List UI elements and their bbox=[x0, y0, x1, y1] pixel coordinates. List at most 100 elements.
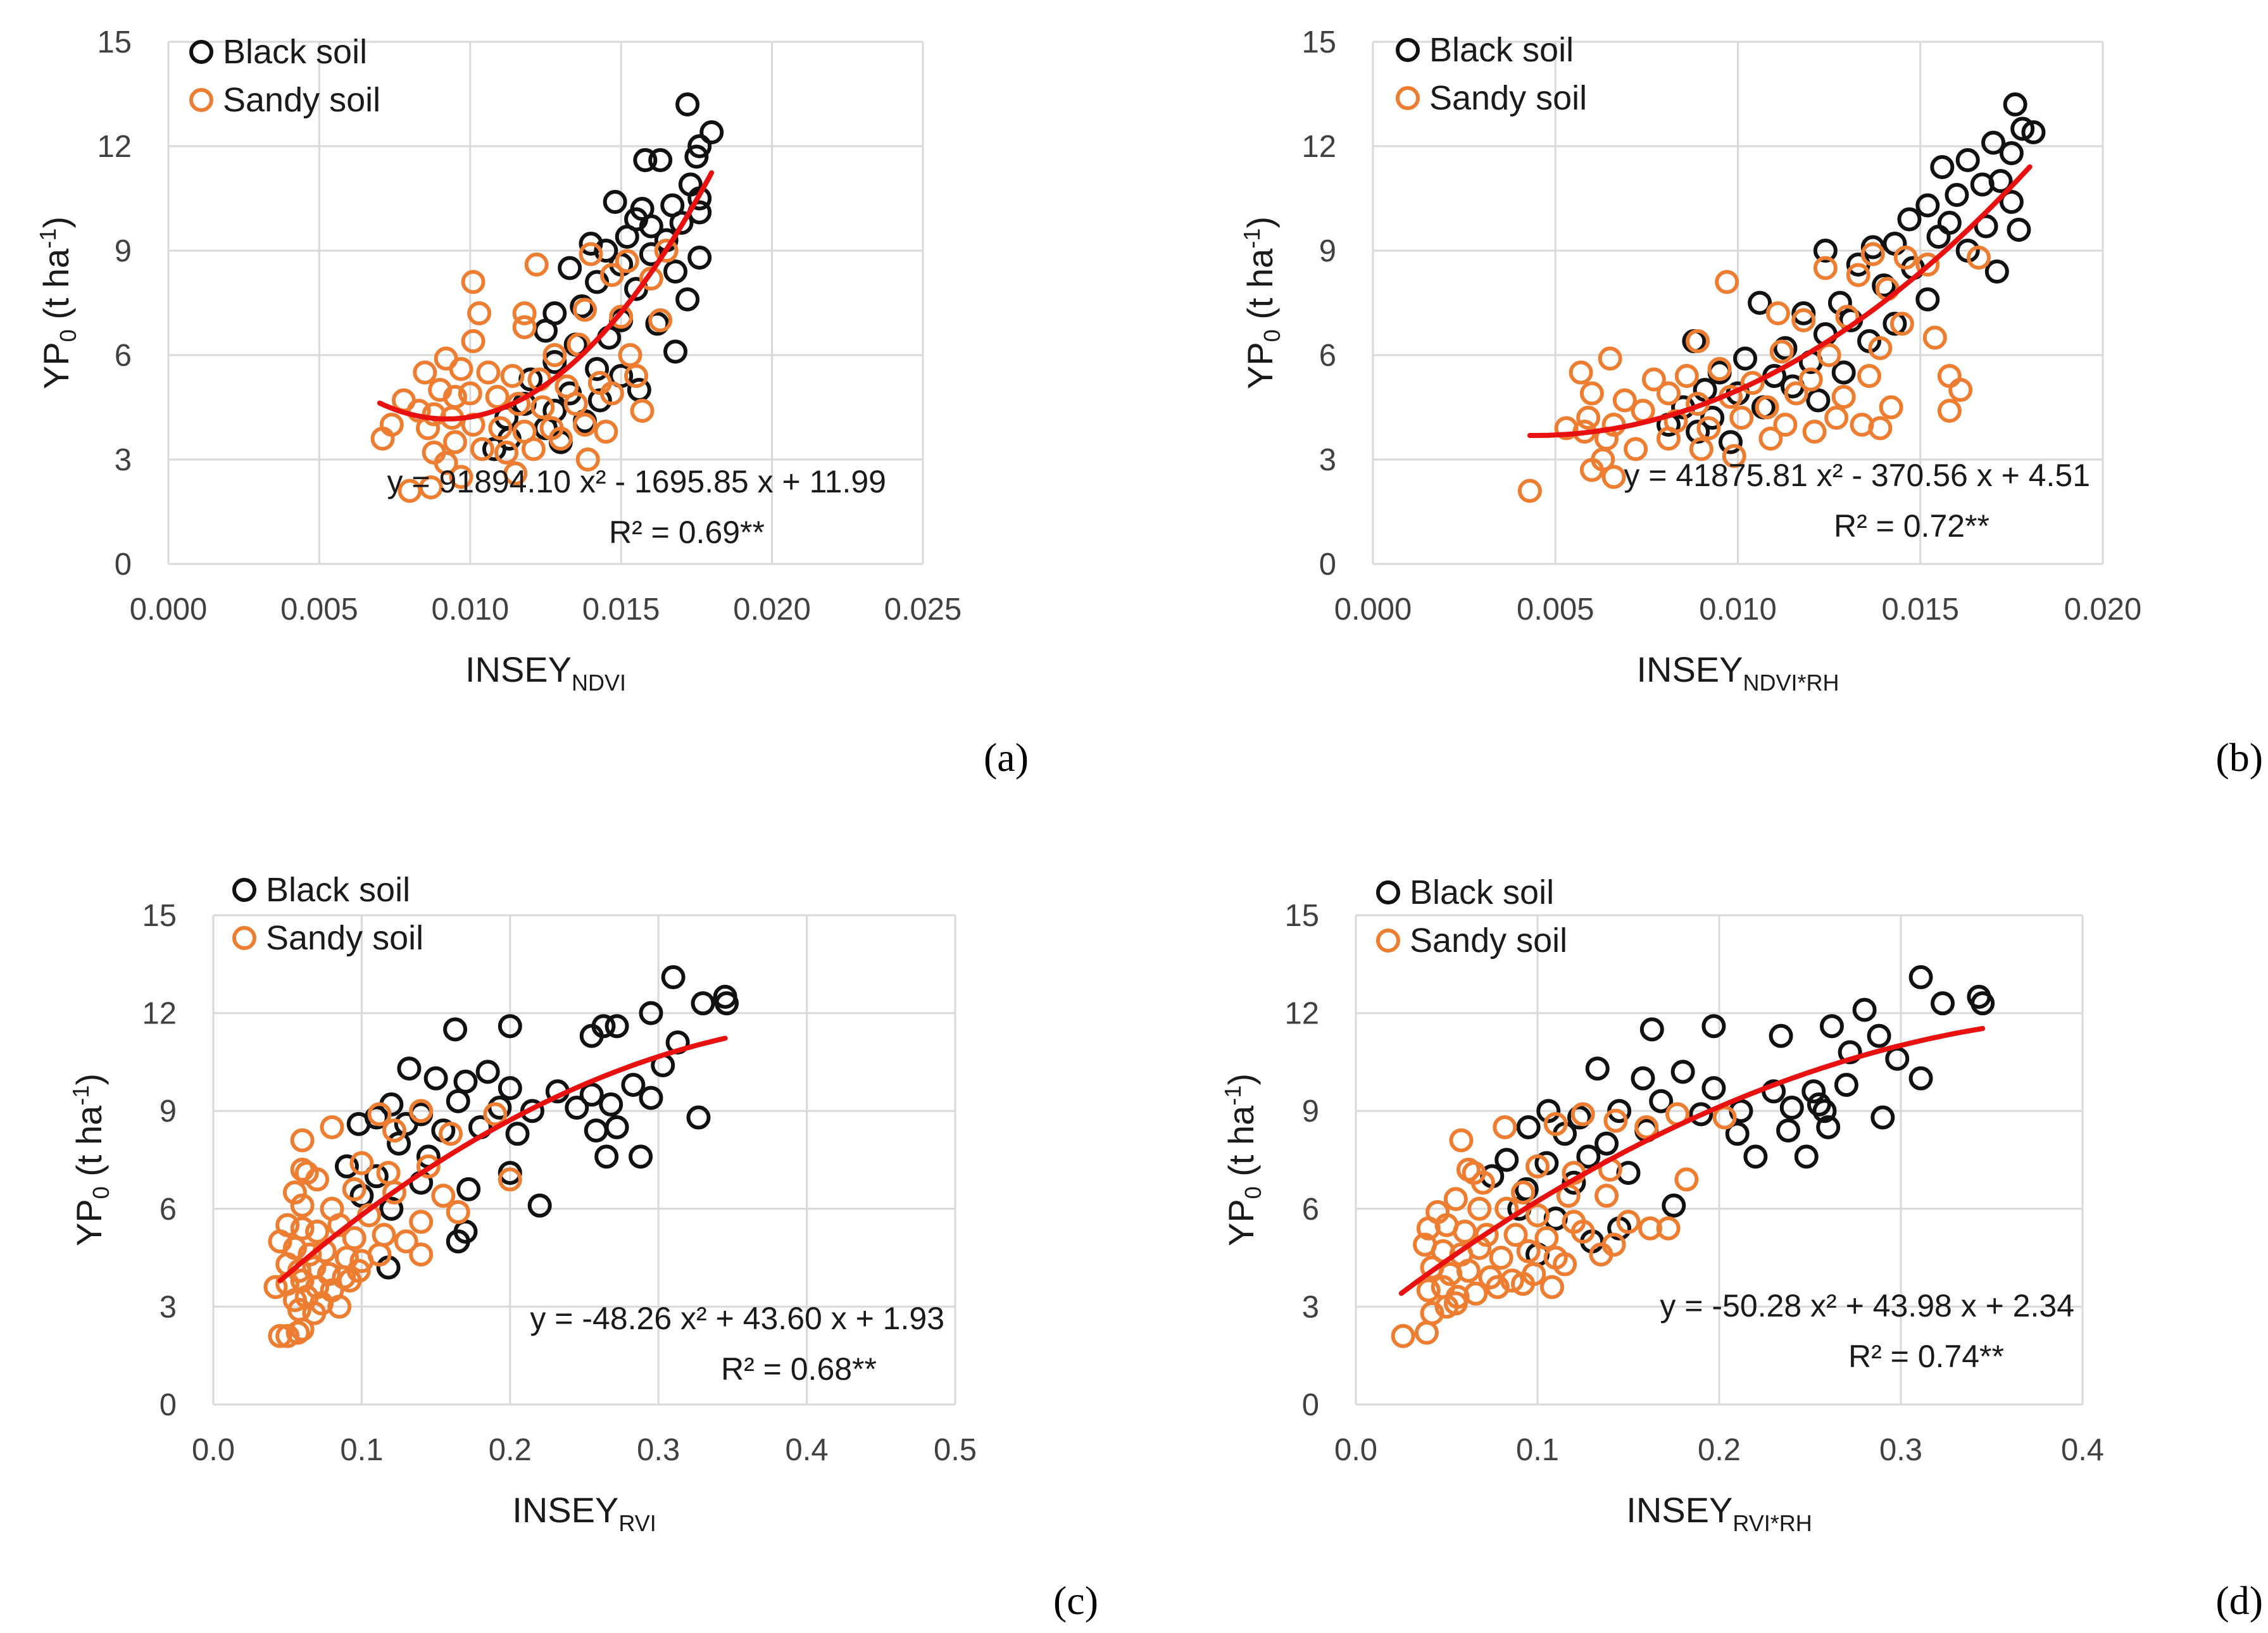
black-soil-point bbox=[1769, 1023, 1793, 1048]
x-tick-label: 0.000 bbox=[130, 592, 208, 627]
black-soil-point bbox=[1831, 360, 1856, 385]
r-squared-label: R² = 0.69** bbox=[609, 515, 765, 550]
sandy-soil-point bbox=[1456, 1258, 1481, 1283]
black-soil-point bbox=[565, 1096, 589, 1120]
black-soil-point bbox=[1701, 1076, 1726, 1101]
sandy-soil-point bbox=[1601, 465, 1626, 489]
sandy-soil-point bbox=[1915, 253, 1940, 277]
sandy-soil-point bbox=[1696, 416, 1721, 441]
y-axis-title: YP0 (t ha-1) bbox=[1220, 1073, 1266, 1246]
sandy-soil-point bbox=[594, 420, 618, 444]
black-soil-point bbox=[387, 1131, 411, 1156]
sandy-soil-point bbox=[1603, 1108, 1628, 1133]
black-soil-point bbox=[686, 1105, 711, 1130]
y-tick-label: 0 bbox=[1319, 547, 1336, 582]
sandy-soil-point bbox=[618, 343, 642, 367]
sandy-soil-point bbox=[579, 242, 603, 266]
black-soil-series bbox=[1480, 965, 1995, 1267]
sandy-soil-point bbox=[431, 1184, 456, 1208]
sandy-soil-point bbox=[500, 364, 525, 388]
sandy-soil-point bbox=[1791, 308, 1816, 332]
black-soil-point bbox=[639, 1086, 663, 1110]
x-tick-label: 0.020 bbox=[733, 592, 811, 627]
sandy-soil-point bbox=[476, 360, 501, 385]
black-soil-point bbox=[446, 1229, 470, 1254]
sandy-soil-point bbox=[446, 1199, 470, 1224]
sandy-soil-point bbox=[483, 1102, 508, 1127]
sandy-soil-point bbox=[367, 1242, 392, 1267]
sandy-soil-point bbox=[1634, 1115, 1659, 1139]
black-soil-point bbox=[397, 1056, 422, 1081]
sandy-soil-point bbox=[337, 1268, 362, 1293]
y-tick-label: 12 bbox=[142, 997, 177, 1031]
sandy-soil-point bbox=[290, 1193, 315, 1218]
sandy-soil-point bbox=[1598, 346, 1622, 371]
x-axis-title-main: INSEY bbox=[1636, 649, 1743, 689]
black-soil-point bbox=[1915, 287, 1940, 311]
x-axis-title-main: INSEY bbox=[465, 649, 572, 689]
y-tick-label: 6 bbox=[160, 1192, 177, 1227]
sandy-soil-point bbox=[382, 1118, 406, 1143]
black-soil-point bbox=[1860, 235, 1885, 260]
x-tick-label: 0.0 bbox=[1334, 1433, 1377, 1467]
sandy-soil-point bbox=[1526, 1203, 1550, 1228]
x-axis-title: INSEYNDVI*RH bbox=[1636, 649, 1839, 696]
black-soil-series bbox=[334, 965, 739, 1280]
sandy-soil-point bbox=[1594, 1184, 1619, 1208]
black-soil-point bbox=[558, 256, 582, 280]
black-soil-point bbox=[1945, 183, 1969, 207]
sandy-soil-point bbox=[1453, 1219, 1477, 1244]
black-soil-point bbox=[1931, 991, 1955, 1016]
sandy-soil-point bbox=[442, 430, 467, 454]
black-soil-point bbox=[645, 311, 670, 336]
sandy-soil-point bbox=[488, 416, 513, 441]
black-soil-point bbox=[687, 246, 712, 270]
sandy-soil-point bbox=[1543, 1111, 1568, 1136]
sandy-soil-point bbox=[439, 1122, 463, 1146]
regression-equation: y = -48.26 x² + 43.60 x + 1.93 bbox=[530, 1301, 944, 1336]
black-soil-point bbox=[1834, 1072, 1858, 1097]
y-tick-label: 6 bbox=[1302, 1192, 1319, 1227]
x-tick-label: 0.3 bbox=[637, 1433, 680, 1467]
fit-curve bbox=[1527, 164, 2033, 438]
sandy-soil-point bbox=[485, 385, 510, 409]
black-soil-point bbox=[1867, 1023, 1891, 1048]
black-soil-point bbox=[1733, 346, 1758, 371]
sandy-soil-point bbox=[1889, 311, 1914, 336]
chart-panel-1: 0.000 0.005 0.010 0.015 0.020 0.025 0 3 6 9 12 15 Bl… bbox=[35, 25, 1029, 780]
sandy-soil-point bbox=[298, 1242, 322, 1267]
black-soil-point bbox=[603, 190, 627, 214]
black-soil-point bbox=[1970, 991, 1995, 1016]
legend-sandy-soil-marker bbox=[1396, 86, 1420, 110]
black-soil-point bbox=[633, 148, 658, 172]
x-tick-label: 0.010 bbox=[431, 592, 509, 627]
black-soil-point bbox=[584, 1118, 608, 1143]
black-soil-point bbox=[579, 1023, 604, 1048]
sandy-soil-point bbox=[449, 465, 473, 489]
black-soil-point bbox=[2021, 120, 2046, 144]
x-tick-label: 0.1 bbox=[340, 1433, 383, 1467]
y-tick-label: 3 bbox=[1302, 1290, 1319, 1324]
y-axis-title-end: ) bbox=[1240, 216, 1280, 228]
sandy-soil-point bbox=[1503, 1223, 1528, 1248]
black-soil-point bbox=[627, 378, 651, 402]
y-axis-title-unit: (t ha bbox=[1240, 248, 1280, 329]
black-soil-point bbox=[570, 294, 594, 318]
legend-sandy-soil-label: Sandy soil bbox=[1410, 922, 1567, 960]
sandy-soil-point bbox=[416, 1154, 441, 1179]
x-tick-label: 0.020 bbox=[2064, 592, 2142, 627]
black-soil-point bbox=[1955, 148, 1980, 172]
black-soil-point bbox=[1718, 430, 1743, 454]
sandy-soil-point bbox=[290, 1317, 315, 1342]
x-tick-label: 0.5 bbox=[934, 1433, 977, 1467]
y-tick-label: 15 bbox=[142, 899, 177, 933]
sandy-soil-point bbox=[1860, 242, 1885, 266]
sandy-soil-point bbox=[1443, 1291, 1468, 1316]
panel-label: (c) bbox=[1053, 1578, 1098, 1623]
sandy-soil-point bbox=[1638, 1216, 1662, 1241]
black-soil-point bbox=[599, 1092, 623, 1117]
black-soil-point bbox=[1926, 225, 1951, 249]
sandy-soil-point bbox=[1729, 406, 1754, 430]
sandy-soil-point bbox=[1879, 395, 1903, 420]
